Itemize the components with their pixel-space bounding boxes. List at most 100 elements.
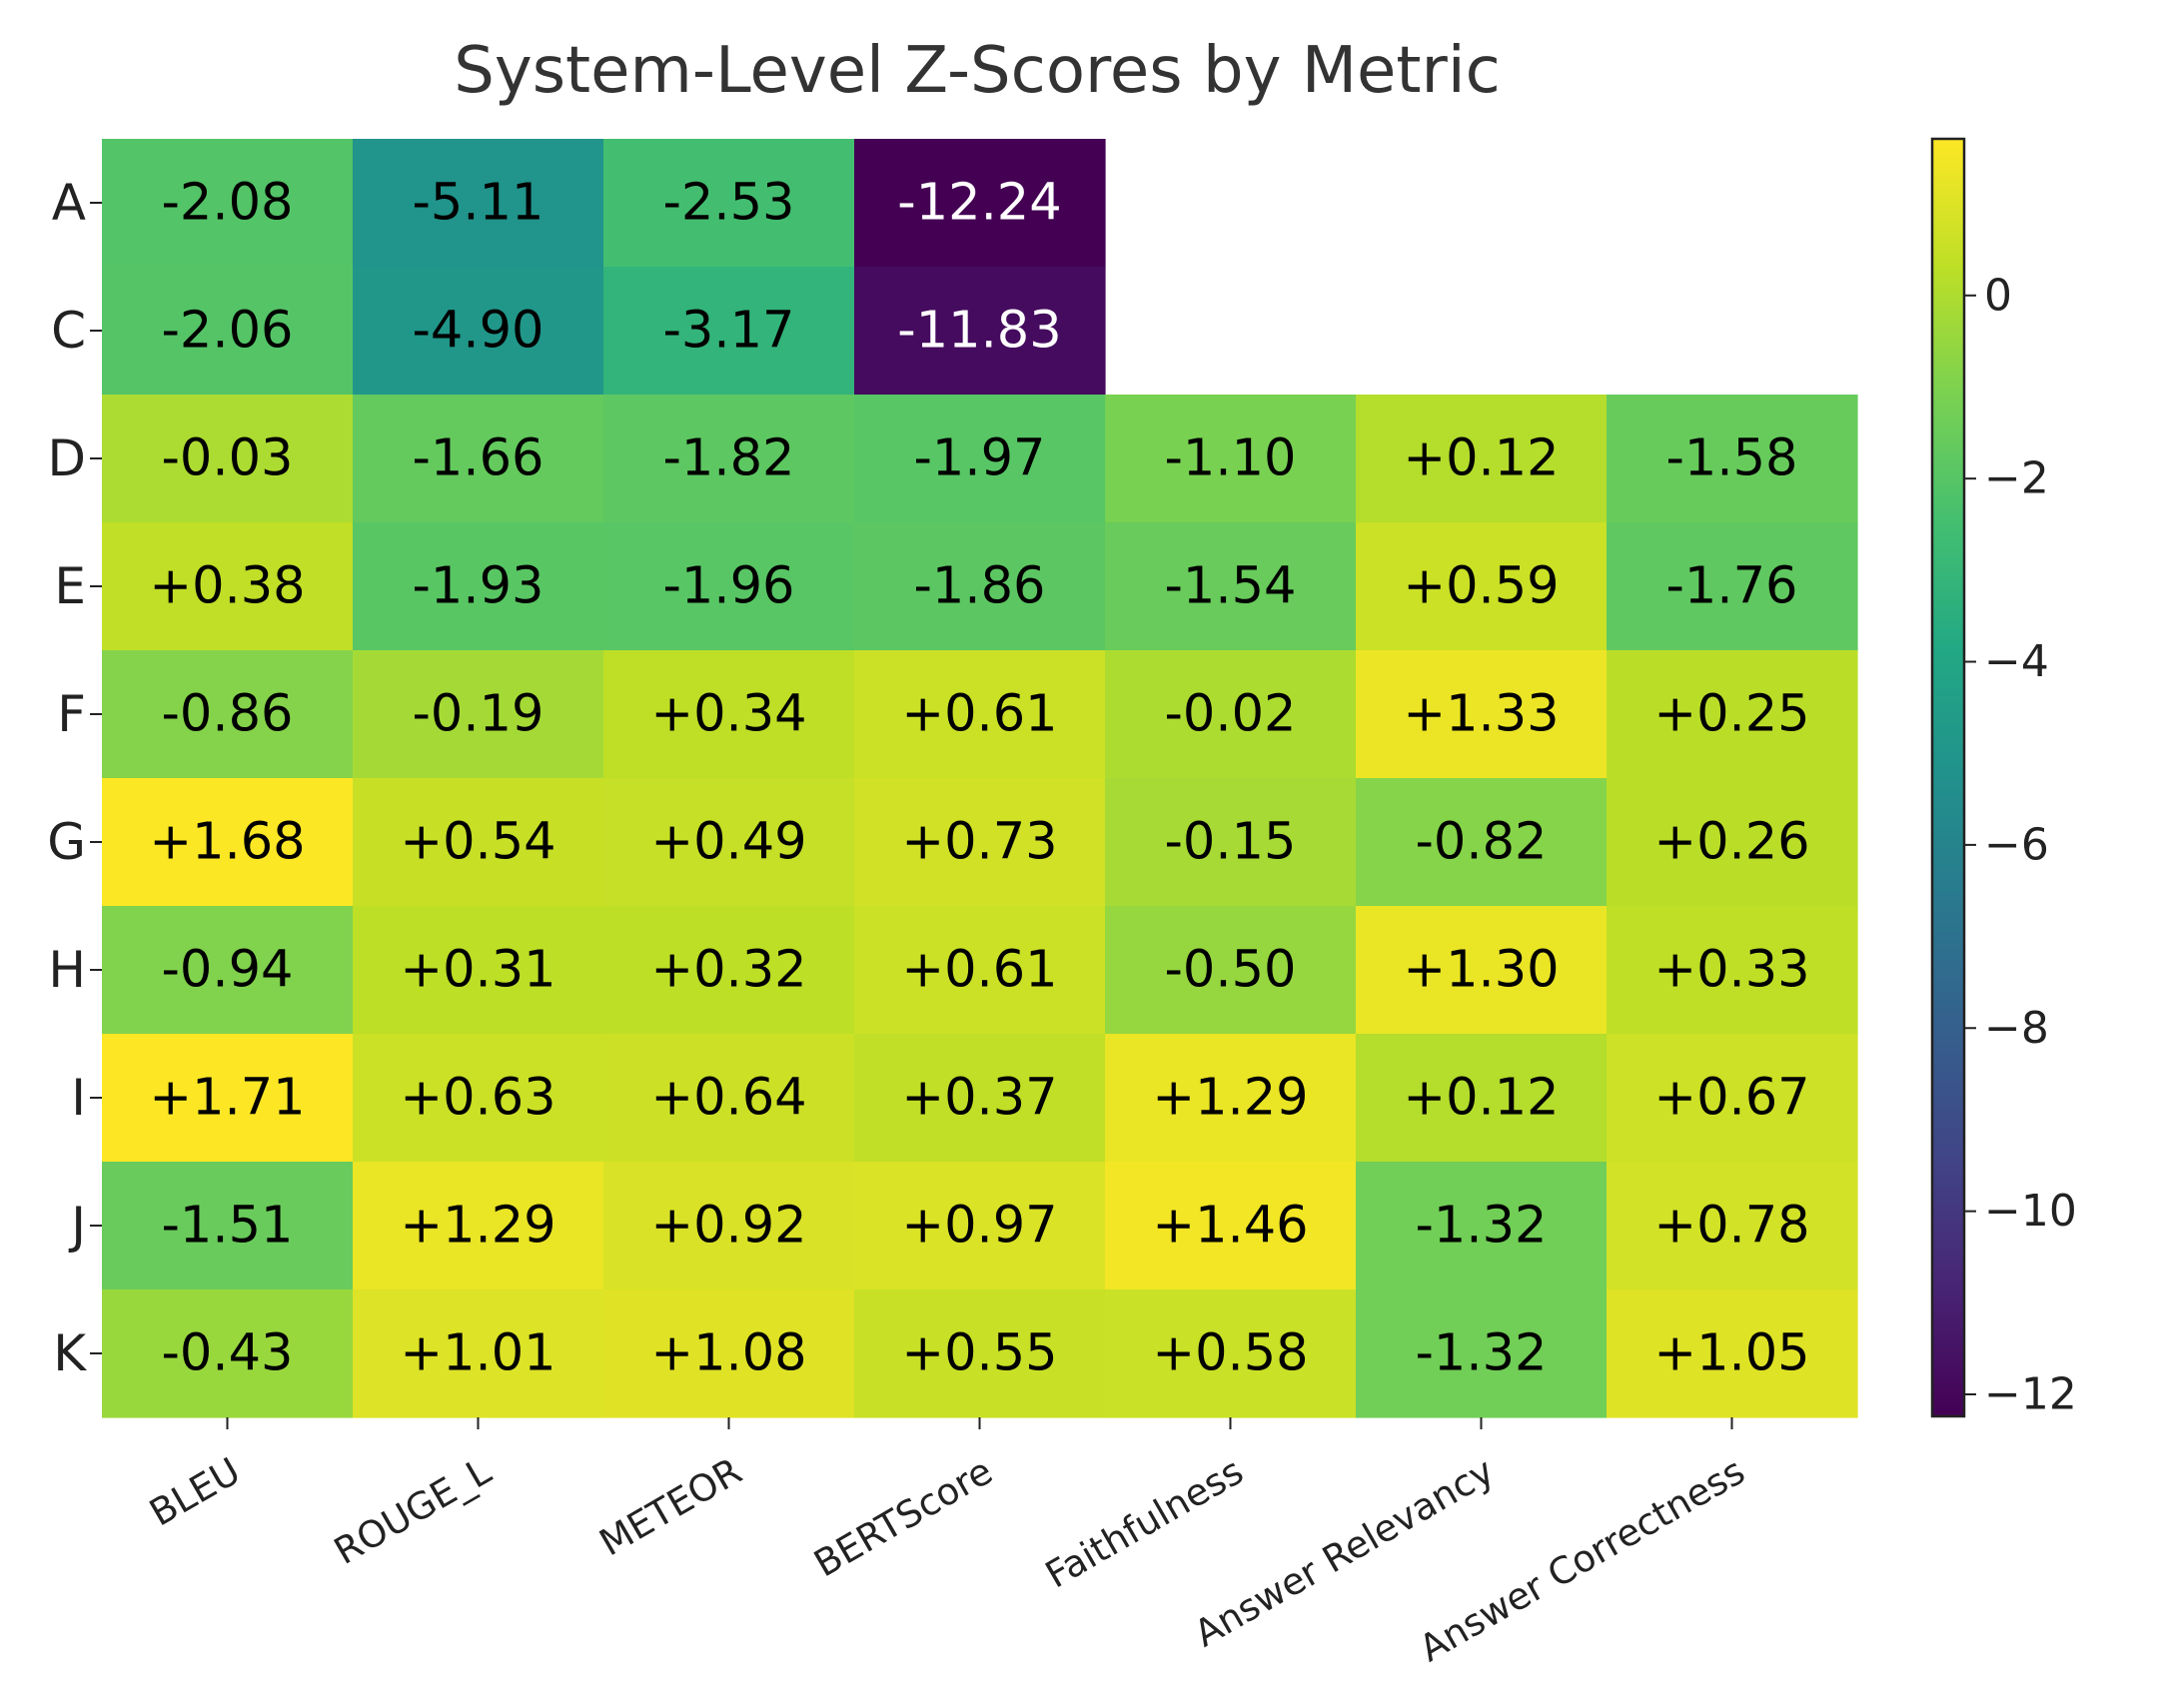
heatmap-cell xyxy=(102,1162,354,1290)
heatmap-cells xyxy=(102,139,1858,1418)
x-tick-label: METEOR xyxy=(592,1449,749,1564)
x-tick-label: BERTScore xyxy=(807,1449,1000,1585)
heatmap-cell xyxy=(603,267,855,396)
cell-value-label: +0.31 xyxy=(400,941,555,1000)
heatmap-cell xyxy=(854,1162,1106,1290)
x-tick-label: Faithfulness xyxy=(1038,1449,1250,1596)
cell-value-label: +1.08 xyxy=(650,1324,806,1383)
heatmap-cell xyxy=(102,1289,354,1418)
heatmap-cell xyxy=(1607,522,1858,651)
colorbar-tick-label: −12 xyxy=(1984,1368,2077,1419)
y-tick-label: G xyxy=(47,813,86,871)
cell-value-label: +0.49 xyxy=(650,813,806,872)
cell-value-label: +0.61 xyxy=(901,685,1057,744)
heatmap-cell xyxy=(1105,1289,1357,1418)
cell-value-label: +0.54 xyxy=(400,813,555,872)
heatmap-cell xyxy=(353,1289,604,1418)
cell-value-label: +0.73 xyxy=(901,813,1057,872)
cell-value-label: +0.64 xyxy=(650,1069,806,1128)
colorbar-tick-label: −2 xyxy=(1984,453,2049,504)
heatmap-cell xyxy=(102,139,354,268)
colorbar-tick-label: −6 xyxy=(1984,819,2049,870)
heatmap-cell xyxy=(854,267,1106,396)
cell-value-label: +1.33 xyxy=(1403,685,1559,744)
cell-value-label: +0.33 xyxy=(1653,941,1809,1000)
heatmap-cell xyxy=(603,1034,855,1163)
cell-value-label: -0.19 xyxy=(413,685,544,744)
cell-value-label: +1.46 xyxy=(1152,1197,1308,1256)
cell-value-label: +0.58 xyxy=(1152,1324,1308,1383)
cell-value-label: +0.63 xyxy=(400,1069,555,1128)
cell-value-label: +0.26 xyxy=(1653,813,1809,872)
cell-value-label: +0.97 xyxy=(901,1197,1057,1256)
heatmap-cell xyxy=(603,1162,855,1290)
heatmap-cell xyxy=(854,1289,1106,1418)
cell-value-label: +1.68 xyxy=(149,813,305,872)
heatmap-cell xyxy=(353,1034,604,1163)
cell-value-label: +0.38 xyxy=(149,557,305,616)
heatmap-cell xyxy=(854,778,1106,907)
x-tick-label: BLEU xyxy=(143,1449,248,1534)
heatmap-cell xyxy=(1607,906,1858,1035)
cell-value-label: +1.30 xyxy=(1403,941,1559,1000)
cell-value-label: -0.02 xyxy=(1165,685,1297,744)
cell-value-label: -0.82 xyxy=(1416,813,1548,872)
cell-value-label: -1.97 xyxy=(914,429,1046,488)
x-tick-label: ROUGE_L xyxy=(327,1449,499,1573)
colorbar-scale xyxy=(1930,137,1966,1418)
x-axis: BLEU ROUGE_L METEOR BERTScore FaithfulnessAn… xyxy=(143,1417,1752,1670)
heatmap-cell xyxy=(1105,1162,1357,1290)
heatmap-cell xyxy=(353,522,604,651)
heatmap-cell xyxy=(353,778,604,907)
cell-value-label: -5.11 xyxy=(413,174,544,233)
heatmap-cell xyxy=(854,522,1106,651)
heatmap-cell xyxy=(1105,906,1357,1035)
cell-value-label: -0.15 xyxy=(1165,813,1297,872)
heatmap-cell xyxy=(1607,1289,1858,1418)
heatmap-cell xyxy=(353,139,604,268)
heatmap-cell xyxy=(102,906,354,1035)
cell-value-label: +0.78 xyxy=(1653,1197,1809,1256)
colorbar-tick-label: 0 xyxy=(1984,270,2012,321)
cell-value-label: -1.51 xyxy=(162,1197,294,1256)
heatmap-cell xyxy=(102,650,354,779)
colorbar: 0 −2 −4 −6 −8 −10 −12 xyxy=(1930,137,2077,1419)
heatmap-cell xyxy=(1607,778,1858,907)
heatmap-cell xyxy=(102,395,354,523)
colorbar-tick-label: −10 xyxy=(1984,1186,2077,1237)
cell-value-label: +0.61 xyxy=(901,941,1057,1000)
cell-value-label: -0.86 xyxy=(162,685,294,744)
heatmap-cell xyxy=(353,395,604,523)
cell-value-label: +1.71 xyxy=(149,1069,305,1128)
cell-value-label: -2.06 xyxy=(162,302,294,361)
cell-value-label: -1.86 xyxy=(914,557,1046,616)
colorbar-tick-label: −8 xyxy=(1984,1003,2049,1054)
cell-value-label: -1.96 xyxy=(663,557,795,616)
cell-value-label: +0.12 xyxy=(1403,1069,1559,1128)
heatmap-cell xyxy=(102,1034,354,1163)
cell-value-label: +0.59 xyxy=(1403,557,1559,616)
heatmap-cell xyxy=(1607,395,1858,523)
cell-value-label: -12.24 xyxy=(897,174,1061,233)
cell-value-label: -1.32 xyxy=(1416,1197,1548,1256)
y-tick-label: E xyxy=(54,557,86,615)
heatmap-cell xyxy=(1607,650,1858,779)
heatmap-cell xyxy=(854,906,1106,1035)
y-tick-label: C xyxy=(51,302,86,360)
heatmap-cell xyxy=(603,395,855,523)
cell-value-label: -1.54 xyxy=(1165,557,1297,616)
heatmap-cell xyxy=(1356,1162,1608,1290)
heatmap-cell xyxy=(1356,1034,1608,1163)
heatmap-cell xyxy=(1607,1034,1858,1163)
heatmap-cell xyxy=(854,650,1106,779)
cell-value-label: +0.37 xyxy=(901,1069,1057,1128)
cell-value-label: -0.03 xyxy=(162,429,294,488)
cell-value-label: +0.67 xyxy=(1653,1069,1809,1128)
cell-value-label: -2.08 xyxy=(162,174,294,233)
cell-value-label: -0.94 xyxy=(162,941,294,1000)
cell-value-label: -11.83 xyxy=(897,302,1061,361)
heatmap-cell-labels: -2.08 -5.11 -2.53 -12.24 -2.06 -4.90 -3.17 -11.… xyxy=(149,174,1809,1383)
heatmap-cell xyxy=(102,522,354,651)
heatmap-cell xyxy=(603,522,855,651)
